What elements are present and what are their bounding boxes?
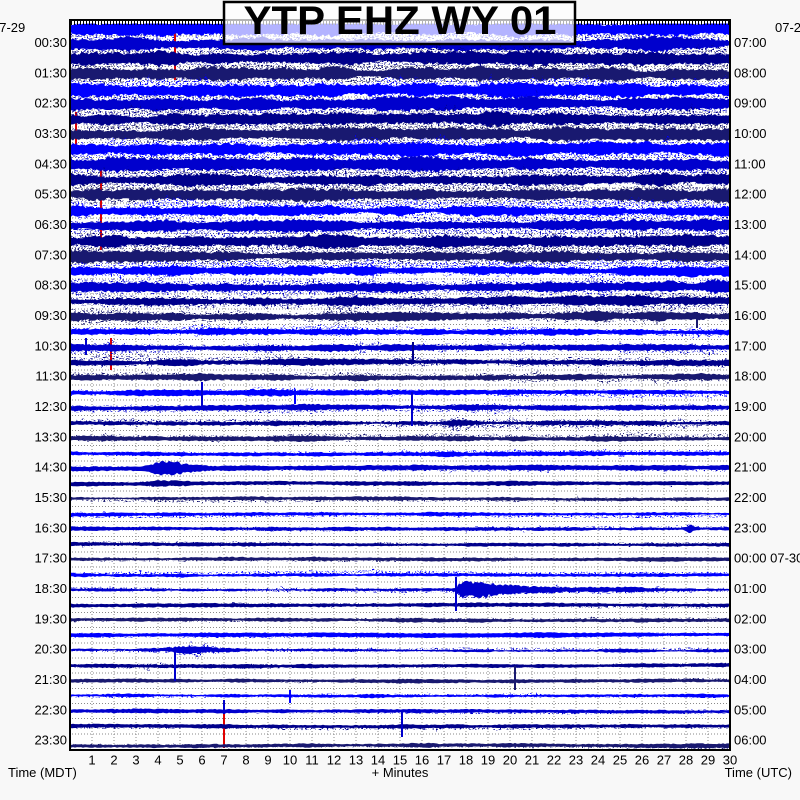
svg-text:23:00: 23:00 bbox=[734, 520, 767, 535]
svg-text:19: 19 bbox=[481, 753, 495, 768]
svg-text:+ Minutes: + Minutes bbox=[372, 765, 429, 780]
svg-text:00:30: 00:30 bbox=[34, 35, 67, 50]
svg-text:02:30: 02:30 bbox=[34, 96, 67, 111]
svg-text:28: 28 bbox=[679, 753, 693, 768]
svg-text:13: 13 bbox=[349, 753, 363, 768]
svg-text:16:30: 16:30 bbox=[34, 520, 67, 535]
svg-text:20:00: 20:00 bbox=[734, 429, 767, 444]
svg-text:13:00: 13:00 bbox=[734, 217, 767, 232]
svg-text:14:30: 14:30 bbox=[34, 460, 67, 475]
svg-text:15:30: 15:30 bbox=[34, 490, 67, 505]
svg-text:9: 9 bbox=[264, 753, 271, 768]
svg-text:29: 29 bbox=[701, 753, 715, 768]
svg-text:27: 27 bbox=[657, 753, 671, 768]
svg-text:07:30: 07:30 bbox=[34, 247, 67, 262]
svg-text:11:30: 11:30 bbox=[35, 369, 67, 384]
svg-text:10:30: 10:30 bbox=[34, 338, 67, 353]
svg-text:23:30: 23:30 bbox=[34, 733, 67, 748]
svg-text:19:30: 19:30 bbox=[34, 611, 67, 626]
svg-text:3: 3 bbox=[132, 753, 139, 768]
svg-text:30: 30 bbox=[723, 753, 737, 768]
svg-text:18:00: 18:00 bbox=[734, 369, 767, 384]
svg-text:17:30: 17:30 bbox=[34, 551, 67, 566]
svg-text:09:30: 09:30 bbox=[34, 308, 67, 323]
svg-text:08:00: 08:00 bbox=[734, 65, 767, 80]
svg-text:09:00: 09:00 bbox=[734, 96, 767, 111]
svg-text:11:00: 11:00 bbox=[734, 156, 766, 171]
svg-text:05:30: 05:30 bbox=[34, 187, 67, 202]
svg-text:12:00: 12:00 bbox=[734, 187, 767, 202]
svg-text:00:00 07-30: 00:00 07-30 bbox=[734, 551, 800, 566]
svg-text:21:00: 21:00 bbox=[734, 460, 767, 475]
svg-text:24: 24 bbox=[591, 753, 605, 768]
svg-text:6: 6 bbox=[198, 753, 205, 768]
svg-text:YTP EHZ WY 01: YTP EHZ WY 01 bbox=[244, 0, 557, 43]
svg-text:8: 8 bbox=[242, 753, 249, 768]
svg-text:22:00: 22:00 bbox=[734, 490, 767, 505]
svg-text:16: 16 bbox=[415, 753, 429, 768]
svg-text:Time (MDT): Time (MDT) bbox=[8, 765, 77, 780]
svg-text:15:00: 15:00 bbox=[734, 278, 767, 293]
svg-text:12: 12 bbox=[327, 753, 341, 768]
svg-text:14:00: 14:00 bbox=[734, 247, 767, 262]
svg-text:21: 21 bbox=[525, 753, 539, 768]
svg-text:1: 1 bbox=[88, 753, 95, 768]
svg-text:07:00: 07:00 bbox=[734, 35, 767, 50]
svg-text:2: 2 bbox=[110, 753, 117, 768]
svg-text:01:00: 01:00 bbox=[734, 581, 767, 596]
svg-text:Time (UTC): Time (UTC) bbox=[725, 765, 792, 780]
svg-text:13:30: 13:30 bbox=[34, 429, 67, 444]
svg-text:18:30: 18:30 bbox=[34, 581, 67, 596]
svg-text:02:00: 02:00 bbox=[734, 611, 767, 626]
svg-text:04:00: 04:00 bbox=[734, 672, 767, 687]
svg-text:20: 20 bbox=[503, 753, 517, 768]
svg-text:21:30: 21:30 bbox=[34, 672, 67, 687]
svg-text:08:30: 08:30 bbox=[34, 278, 67, 293]
svg-text:7: 7 bbox=[220, 753, 227, 768]
svg-text:10:00: 10:00 bbox=[734, 126, 767, 141]
svg-text:07-29: 07-29 bbox=[775, 20, 800, 35]
svg-text:07-29: 07-29 bbox=[0, 20, 25, 35]
svg-text:20:30: 20:30 bbox=[34, 642, 67, 657]
svg-text:15: 15 bbox=[393, 753, 407, 768]
svg-text:23: 23 bbox=[569, 753, 583, 768]
svg-text:12:30: 12:30 bbox=[34, 399, 67, 414]
svg-text:04:30: 04:30 bbox=[34, 156, 67, 171]
svg-text:17: 17 bbox=[437, 753, 451, 768]
svg-text:22: 22 bbox=[547, 753, 561, 768]
svg-text:5: 5 bbox=[176, 753, 183, 768]
svg-text:14: 14 bbox=[371, 753, 385, 768]
svg-text:03:00: 03:00 bbox=[734, 642, 767, 657]
svg-text:4: 4 bbox=[154, 753, 161, 768]
svg-text:16:00: 16:00 bbox=[734, 308, 767, 323]
svg-text:26: 26 bbox=[635, 753, 649, 768]
svg-text:22:30: 22:30 bbox=[34, 702, 67, 717]
svg-text:17:00: 17:00 bbox=[734, 338, 767, 353]
svg-text:19:00: 19:00 bbox=[734, 399, 767, 414]
svg-text:06:30: 06:30 bbox=[34, 217, 67, 232]
svg-text:03:30: 03:30 bbox=[34, 126, 67, 141]
svg-text:10: 10 bbox=[283, 753, 297, 768]
svg-text:01:30: 01:30 bbox=[34, 65, 67, 80]
svg-text:06:00: 06:00 bbox=[734, 733, 767, 748]
svg-text:05:00: 05:00 bbox=[734, 702, 767, 717]
svg-text:18: 18 bbox=[459, 753, 473, 768]
svg-text:25: 25 bbox=[613, 753, 627, 768]
svg-text:11: 11 bbox=[305, 753, 319, 768]
